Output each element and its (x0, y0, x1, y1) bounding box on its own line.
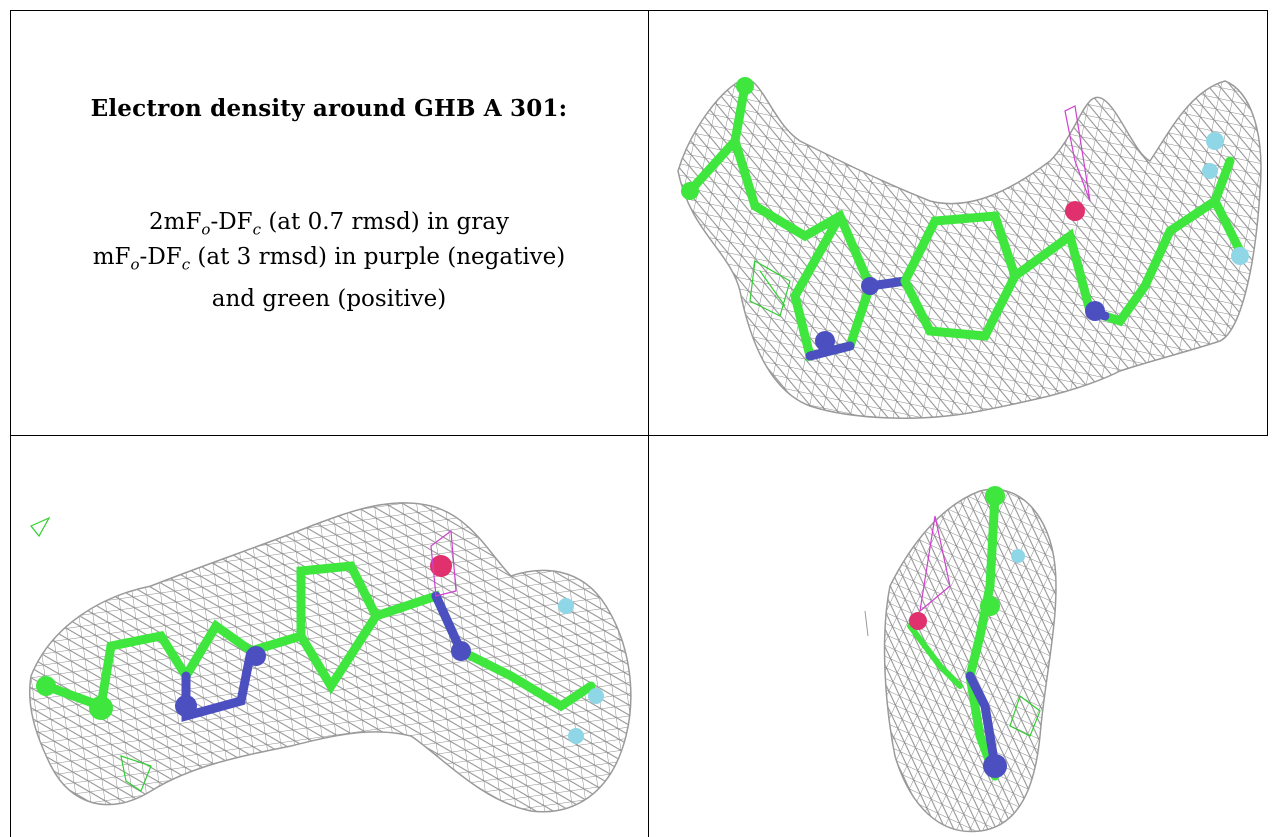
density-view-bottom-right (650, 436, 1267, 837)
molecule-render-2 (28, 502, 632, 813)
density-view-bottom-left (11, 436, 648, 837)
caption-line-1: 2mFo-DFc (at 0.7 rmsd) in gray (12, 205, 646, 247)
caption-line-3: and green (positive) (211, 286, 447, 312)
molecule-render-3 (864, 486, 1057, 833)
caption-1-b: -DF (210, 209, 253, 235)
right-border (1267, 10, 1268, 436)
left-border (10, 10, 11, 837)
density-mesh (28, 502, 632, 813)
caption-2-b: -DF (139, 244, 182, 270)
caption-2-d: (at 3 rmsd) in purple (negative) (190, 244, 566, 270)
caption-2-sub-o: o (130, 255, 140, 274)
top-border (10, 10, 1268, 11)
caption-1-a: 2mF (149, 209, 202, 235)
caption-2-sub-c: c (181, 255, 191, 274)
molecule-render-1 (677, 77, 1262, 419)
caption-1-sub-c: c (252, 220, 262, 239)
caption-line-2: mFo-DFc (at 3 rmsd) in purple (negative) (12, 240, 646, 282)
density-view-top-right (650, 11, 1267, 435)
caption-1-sub-o: o (201, 220, 211, 239)
middle-divider (10, 435, 1268, 436)
title: Electron density around GHB A 301: (90, 95, 568, 122)
density-mesh (677, 78, 1262, 419)
caption-2-a: mF (92, 244, 131, 270)
center-divider (648, 10, 649, 837)
caption-1-d: (at 0.7 rmsd) in gray (261, 209, 509, 235)
